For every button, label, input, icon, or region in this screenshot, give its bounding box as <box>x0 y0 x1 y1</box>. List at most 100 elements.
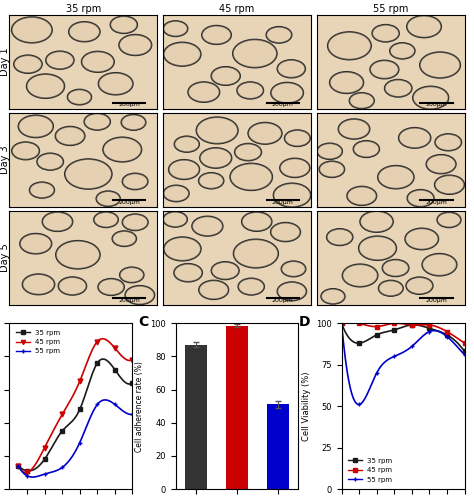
Circle shape <box>413 86 448 109</box>
Y-axis label: Day 1: Day 1 <box>0 48 10 76</box>
Circle shape <box>372 24 399 42</box>
Circle shape <box>58 277 86 295</box>
Circle shape <box>211 262 239 279</box>
Circle shape <box>65 159 112 189</box>
Text: 200μm: 200μm <box>426 200 447 205</box>
Circle shape <box>284 130 310 146</box>
Circle shape <box>122 214 148 231</box>
Circle shape <box>435 175 465 194</box>
Text: 200μm: 200μm <box>272 200 294 205</box>
Circle shape <box>103 137 142 162</box>
Text: 200μm: 200μm <box>118 298 140 303</box>
Text: C: C <box>138 315 149 329</box>
Text: 200μm: 200μm <box>118 102 140 107</box>
Circle shape <box>20 234 52 254</box>
Circle shape <box>174 264 202 282</box>
Title: 45 rpm: 45 rpm <box>219 4 255 14</box>
Text: 200μm: 200μm <box>426 102 447 107</box>
Circle shape <box>110 16 137 33</box>
Circle shape <box>18 115 53 137</box>
Circle shape <box>22 274 55 294</box>
Circle shape <box>188 82 219 102</box>
Circle shape <box>169 160 200 179</box>
Circle shape <box>407 190 434 207</box>
Circle shape <box>248 123 282 144</box>
Circle shape <box>399 128 431 148</box>
Circle shape <box>211 67 240 85</box>
Circle shape <box>199 280 228 299</box>
Circle shape <box>271 82 303 103</box>
Y-axis label: Day 3: Day 3 <box>0 146 10 174</box>
Circle shape <box>390 43 415 59</box>
Circle shape <box>119 34 152 55</box>
Circle shape <box>317 143 342 159</box>
Circle shape <box>426 155 456 174</box>
Y-axis label: Cell Viability (%): Cell Viability (%) <box>301 371 310 441</box>
Circle shape <box>330 72 364 93</box>
Circle shape <box>353 141 379 157</box>
Text: 200μm: 200μm <box>118 200 140 205</box>
Circle shape <box>196 117 238 144</box>
Y-axis label: Day 5: Day 5 <box>0 244 10 272</box>
Text: D: D <box>299 315 310 329</box>
Circle shape <box>164 21 188 36</box>
Title: 55 rpm: 55 rpm <box>373 4 408 14</box>
Circle shape <box>99 73 133 95</box>
Circle shape <box>164 185 189 202</box>
Circle shape <box>202 25 231 44</box>
Circle shape <box>98 279 124 295</box>
Text: 200μm: 200μm <box>272 298 294 303</box>
Circle shape <box>349 93 374 109</box>
Circle shape <box>405 229 438 250</box>
Circle shape <box>112 231 137 247</box>
Circle shape <box>360 211 393 232</box>
Circle shape <box>67 89 91 105</box>
Circle shape <box>120 267 144 282</box>
Circle shape <box>242 212 272 231</box>
Circle shape <box>174 136 199 152</box>
Circle shape <box>277 282 306 300</box>
Circle shape <box>12 142 39 160</box>
Bar <box>226 326 248 489</box>
Circle shape <box>42 212 73 232</box>
Circle shape <box>319 161 345 177</box>
Circle shape <box>125 286 155 304</box>
Circle shape <box>407 15 441 37</box>
Title: 35 rpm: 35 rpm <box>66 4 101 14</box>
Circle shape <box>164 237 201 261</box>
Circle shape <box>385 80 412 97</box>
Circle shape <box>199 173 224 189</box>
Circle shape <box>422 253 457 276</box>
Circle shape <box>321 289 345 304</box>
Circle shape <box>266 27 292 43</box>
Circle shape <box>437 213 461 228</box>
Circle shape <box>273 183 310 207</box>
Circle shape <box>84 113 110 130</box>
Legend: 35 rpm, 45 rpm, 55 rpm: 35 rpm, 45 rpm, 55 rpm <box>13 327 63 357</box>
Circle shape <box>164 42 201 66</box>
Text: 200μm: 200μm <box>426 298 447 303</box>
Circle shape <box>435 134 461 151</box>
Circle shape <box>46 51 74 69</box>
Circle shape <box>237 82 264 99</box>
Circle shape <box>27 74 64 98</box>
Circle shape <box>271 223 301 242</box>
Circle shape <box>69 22 100 41</box>
Circle shape <box>96 191 120 206</box>
Circle shape <box>14 55 42 73</box>
Circle shape <box>56 241 100 269</box>
Circle shape <box>379 280 403 296</box>
Circle shape <box>94 212 118 228</box>
Circle shape <box>347 187 376 205</box>
Circle shape <box>200 148 232 168</box>
Text: 200μm: 200μm <box>272 102 294 107</box>
Circle shape <box>342 264 378 287</box>
Y-axis label: Cell adherence rate (%): Cell adherence rate (%) <box>136 361 145 452</box>
Bar <box>185 345 207 489</box>
Circle shape <box>327 229 353 246</box>
Circle shape <box>378 166 414 189</box>
Circle shape <box>370 60 399 79</box>
Bar <box>267 405 289 489</box>
Circle shape <box>328 32 371 59</box>
Circle shape <box>234 240 278 268</box>
